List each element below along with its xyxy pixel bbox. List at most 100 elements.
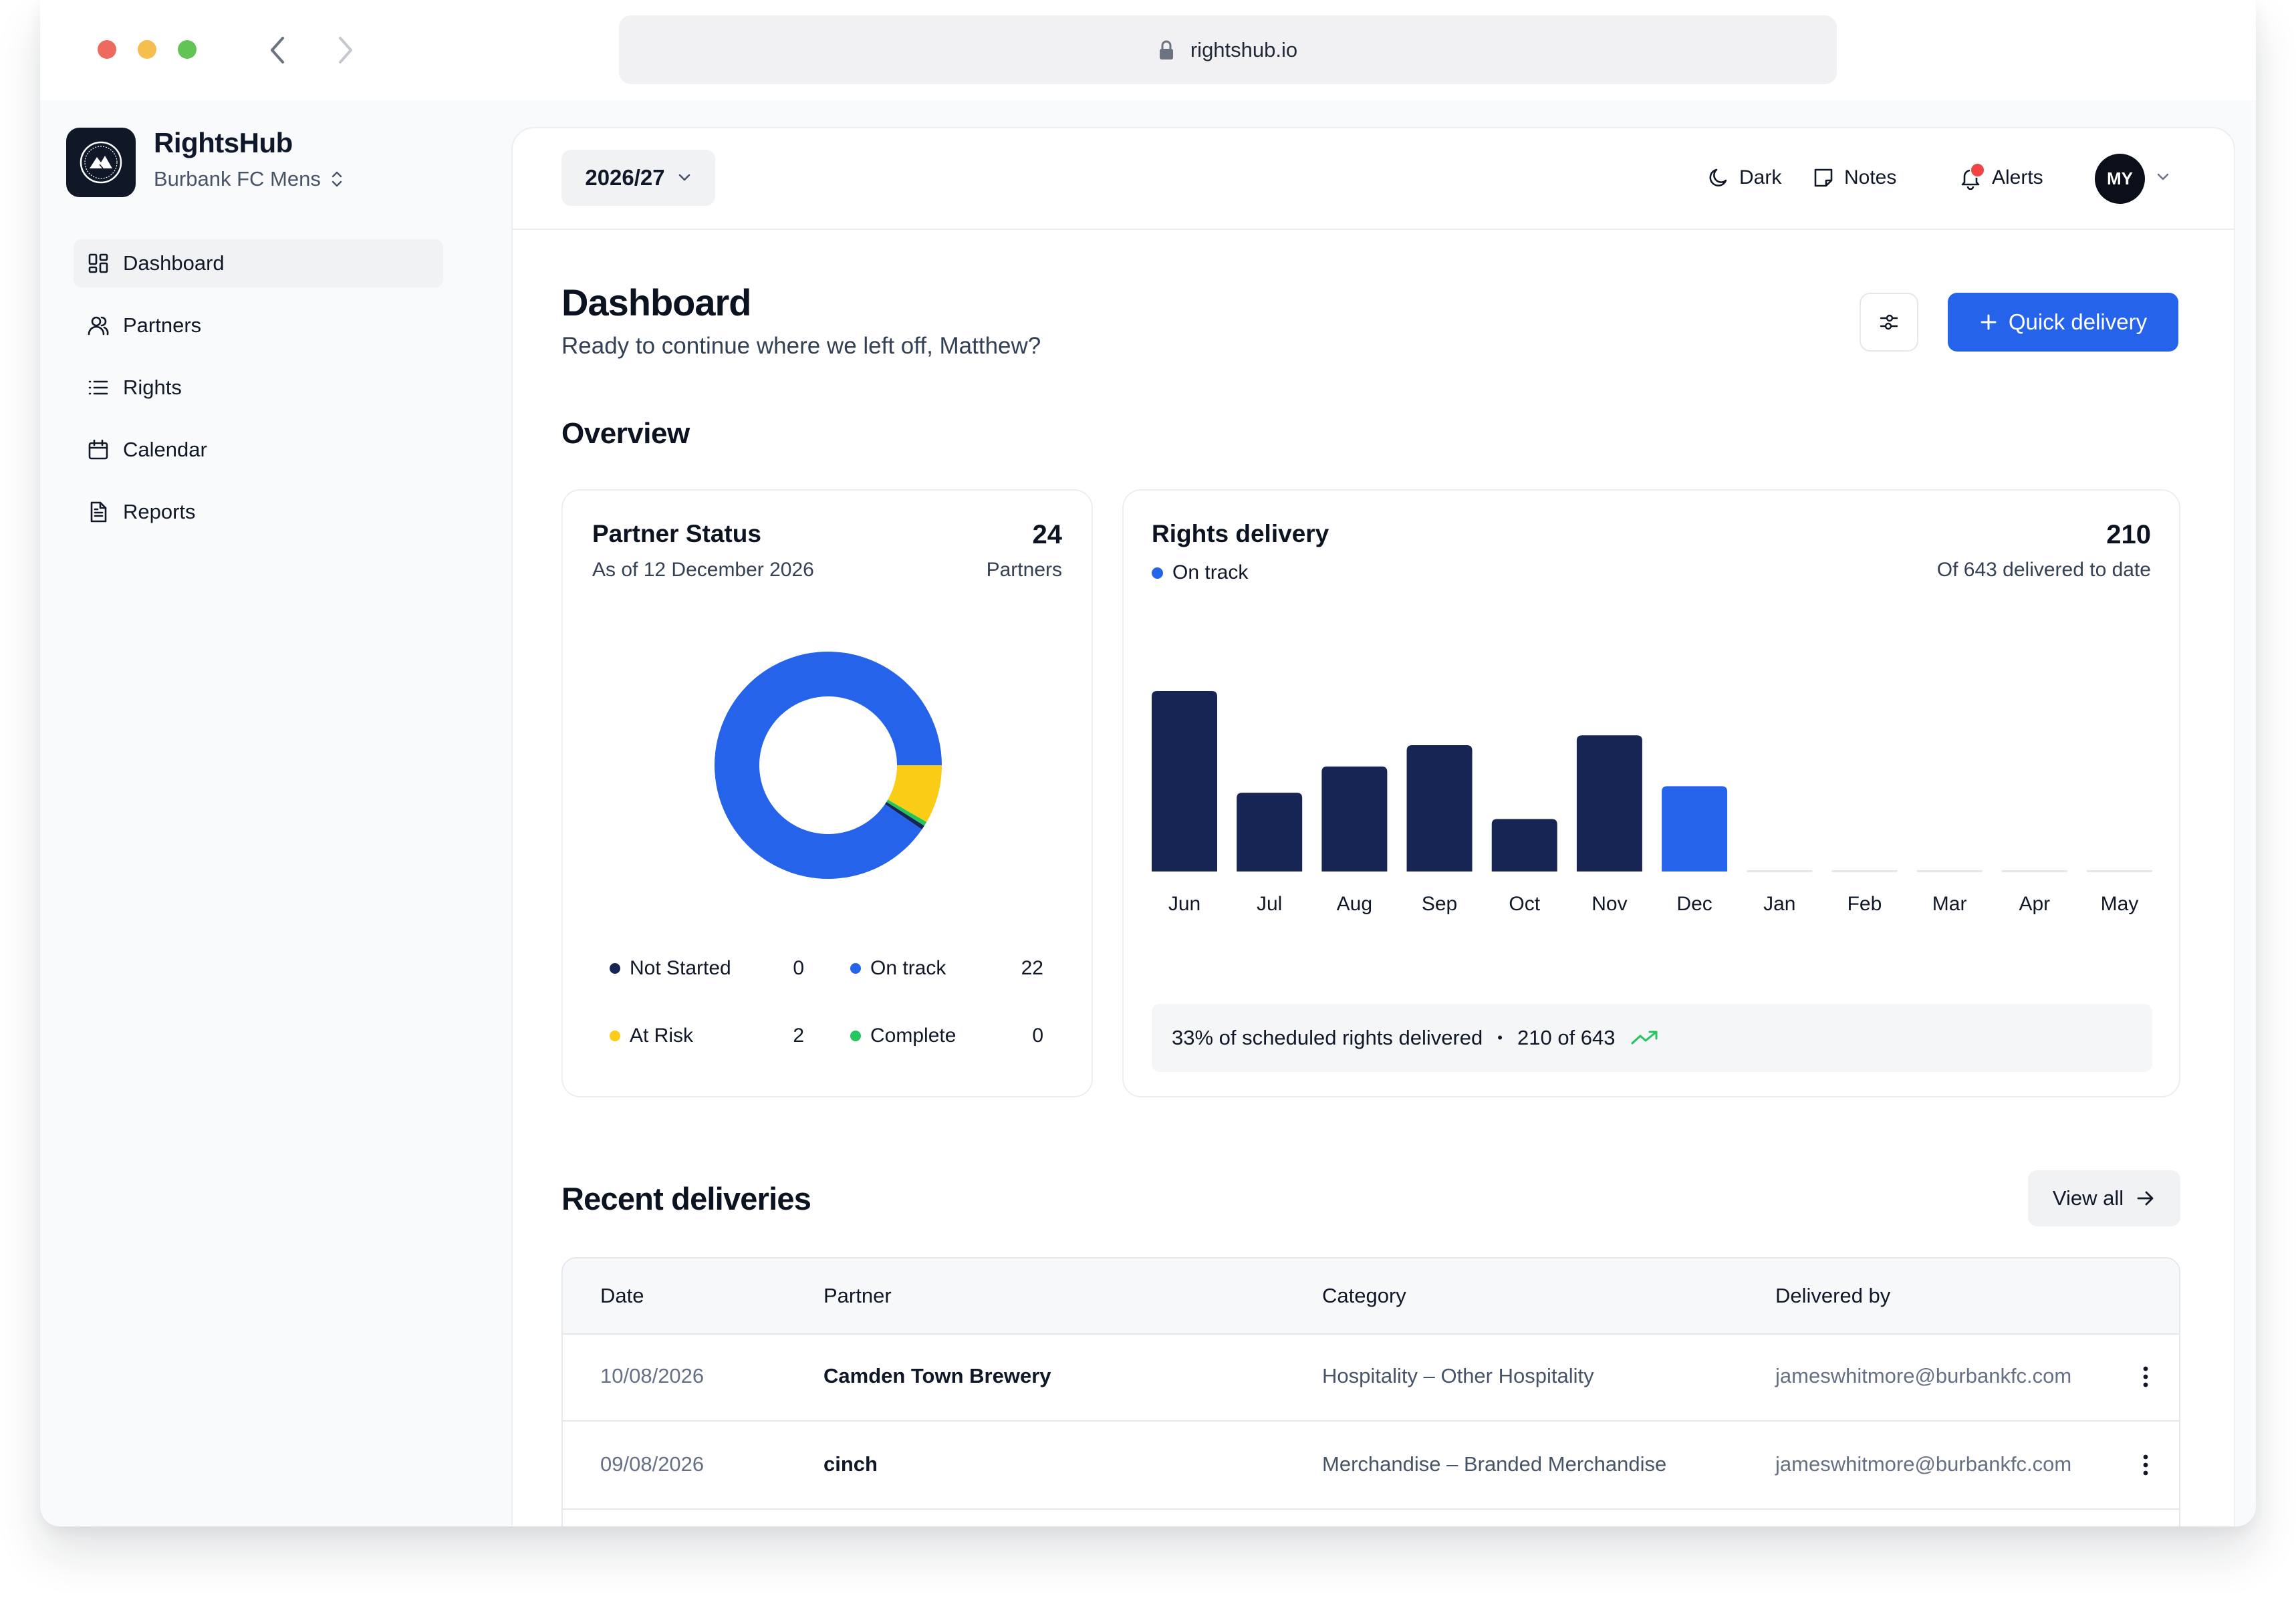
avatar[interactable]: MY [2095, 154, 2145, 204]
bar-dec [1662, 786, 1728, 872]
x-tick-label: Apr [2019, 893, 2050, 915]
partners-total-label: Partners [986, 559, 1062, 581]
bar-aug [1321, 766, 1388, 872]
rights-delivery-bar-chart: Jun Jul Aug Sep Oct Nov Dec Jan Feb Mar Apr May [1152, 691, 2152, 915]
back-button[interactable] [261, 32, 295, 68]
close-window-button[interactable] [98, 40, 116, 59]
column-header-partner: Partner [823, 1284, 892, 1307]
chevron-left-icon [271, 37, 284, 63]
legend-dot [850, 1031, 861, 1041]
address-bar[interactable]: rightshub.io [619, 15, 1837, 84]
x-tick-label: Dec [1676, 893, 1712, 915]
quick-delivery-button[interactable]: Quick delivery [1948, 293, 2178, 352]
sidebar-item-rights[interactable]: Rights [74, 364, 443, 412]
sidebar-item-partners[interactable]: Partners [74, 301, 443, 350]
filter-settings-button[interactable] [1860, 293, 1918, 352]
row-actions-button[interactable] [2132, 1450, 2159, 1480]
alerts-label: Alerts [1992, 166, 2043, 188]
lock-icon [1158, 39, 1174, 61]
page-title: Dashboard [561, 281, 751, 323]
view-all-button[interactable]: View all [2028, 1170, 2180, 1226]
x-tick-label: Aug [1337, 893, 1372, 915]
x-tick-label: Feb [1847, 893, 1882, 915]
legend-value: 0 [1032, 1025, 1043, 1047]
notes-button[interactable]: Notes [1812, 156, 1896, 199]
row-actions-button[interactable] [2132, 1361, 2159, 1392]
status-label: On track [1172, 561, 1249, 583]
dark-mode-toggle[interactable]: Dark [1707, 156, 1781, 199]
account-menu-chevron[interactable] [2156, 172, 2170, 182]
section-title-overview: Overview [561, 417, 690, 450]
sidebar-item-dashboard[interactable]: Dashboard [74, 239, 443, 287]
x-tick-label: Jun [1168, 893, 1200, 915]
trend-up-icon [1631, 1031, 1658, 1045]
legend-label: Not Started [630, 957, 731, 979]
separator-dot: • [1497, 1029, 1503, 1046]
team-switcher[interactable]: Burbank FC Mens [154, 167, 344, 191]
main-panel: 2026/27 Dark Notes Alerts MY [511, 127, 2235, 1526]
maximize-window-button[interactable] [178, 40, 197, 59]
delivered-total-label: Of 643 delivered to date [1936, 559, 2151, 581]
club-logo [66, 128, 136, 197]
moon-icon [1709, 168, 1727, 186]
sidebar-item-reports[interactable]: Reports [74, 488, 443, 536]
forward-button[interactable] [328, 32, 362, 68]
card-title: Partner Status [592, 520, 761, 547]
users-icon [88, 316, 109, 336]
quick-delivery-label: Quick delivery [2008, 309, 2148, 334]
sidebar-item-label: Dashboard [123, 251, 225, 275]
plus-icon [1981, 314, 1997, 330]
column-header-category: Category [1322, 1284, 1406, 1307]
chevron-down-icon [2157, 173, 2169, 180]
document-icon [90, 501, 107, 523]
url-text: rightshub.io [1190, 37, 1298, 61]
more-vertical-icon [2143, 1366, 2148, 1387]
partner-status-card: Partner Status As of 12 December 2026 24… [561, 489, 1093, 1097]
card-title: Rights delivery [1152, 520, 1329, 547]
bar-nov [1576, 735, 1642, 872]
bell-icon [1958, 162, 1985, 190]
team-name: Burbank FC Mens [154, 167, 321, 190]
donut-slice-at-risk [888, 765, 942, 822]
cell-partner: cinch [823, 1452, 878, 1476]
legend-value: 2 [793, 1025, 804, 1047]
x-tick-label: Mar [1932, 893, 1967, 915]
donut-slice-complete [886, 799, 927, 826]
table-row[interactable]: 09/08/2026 cinch Merchandise – Branded M… [563, 1422, 2179, 1510]
season-selector[interactable]: 2026/27 [561, 150, 715, 206]
alert-indicator-dot [1970, 162, 1985, 178]
app-name: RightsHub [154, 127, 293, 158]
legend-value: 22 [1021, 957, 1043, 979]
dashboard-icon [88, 253, 108, 273]
donut-slice-on-track [715, 652, 942, 879]
sidebar-item-calendar[interactable]: Calendar [74, 426, 443, 474]
legend-item-on-track: On track [850, 957, 946, 980]
section-title-recent-deliveries: Recent deliveries [561, 1181, 811, 1216]
list-icon [88, 380, 108, 395]
legend-dot [850, 963, 861, 974]
cell-date: 10/08/2026 [600, 1364, 705, 1387]
column-header-date: Date [600, 1284, 644, 1307]
chevron-down-icon [678, 174, 690, 181]
cell-delivered-by: jameswhitmore@burbankfc.com [1775, 1452, 2072, 1476]
minimize-window-button[interactable] [138, 40, 156, 59]
more-vertical-icon [2143, 1454, 2148, 1476]
alerts-button[interactable]: Alerts [1958, 156, 2043, 199]
sidebar-item-label: Calendar [123, 438, 207, 461]
table-row[interactable]: 10/08/2026 Camden Town Brewery Hospitali… [563, 1333, 2179, 1422]
legend-dot [610, 1031, 620, 1041]
cell-category: Hospitality – Other Hospitality [1322, 1364, 1594, 1387]
cell-partner: Camden Town Brewery [823, 1364, 1051, 1387]
x-tick-label: Sep [1422, 893, 1457, 915]
view-all-label: View all [2052, 1186, 2124, 1210]
x-tick-label: Jan [1763, 893, 1795, 915]
bar-may [2087, 870, 2152, 872]
legend-item-at-risk: At Risk [610, 1025, 693, 1047]
summary-text: 33% of scheduled rights delivered [1172, 1026, 1483, 1049]
status-dot [1152, 567, 1163, 579]
dark-label: Dark [1739, 166, 1782, 188]
legend-item-complete: Complete [850, 1025, 956, 1047]
sidebar-nav: Dashboard Partners Rights Calendar Repor… [74, 239, 443, 550]
recent-deliveries-table: Date Partner Category Delivered by 10/08… [561, 1257, 2180, 1526]
page-subtitle: Ready to continue where we left off, Mat… [561, 333, 1041, 359]
